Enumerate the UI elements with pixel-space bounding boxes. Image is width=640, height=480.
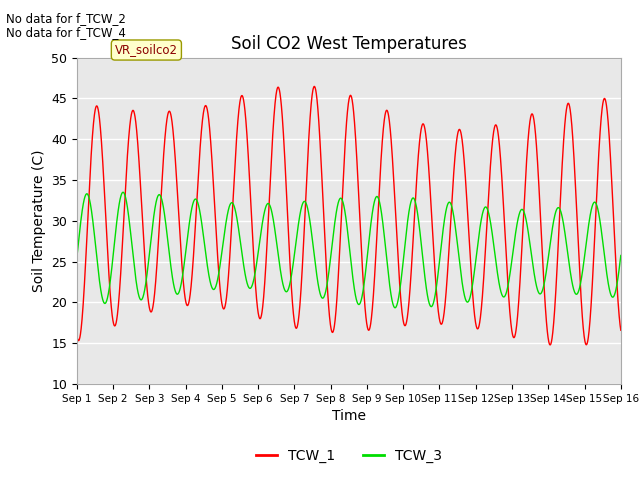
TCW_1	[73, 333, 81, 338]
Text: VR_soilco2: VR_soilco2	[115, 44, 178, 57]
TCW_1	[305, 132, 313, 138]
TCW_3	[617, 252, 625, 258]
X-axis label: Time: Time	[332, 409, 366, 423]
TCW_3	[282, 288, 289, 294]
Legend: TCW_1, TCW_3: TCW_1, TCW_3	[250, 443, 447, 468]
TCW_3	[548, 229, 556, 235]
TCW_1	[282, 168, 289, 173]
TCW_1	[135, 156, 143, 162]
Text: No data for f_TCW_2: No data for f_TCW_2	[6, 12, 126, 25]
Line: TCW_1: TCW_1	[77, 86, 621, 345]
TCW_3	[391, 305, 399, 311]
TCW_3	[119, 190, 127, 195]
Y-axis label: Soil Temperature (C): Soil Temperature (C)	[31, 150, 45, 292]
TCW_3	[135, 294, 143, 300]
TCW_1	[167, 113, 175, 119]
TCW_1	[607, 155, 614, 160]
TCW_1	[310, 84, 318, 89]
Text: No data for f_TCW_4: No data for f_TCW_4	[6, 26, 126, 39]
TCW_3	[73, 255, 81, 261]
Line: TCW_3: TCW_3	[77, 192, 621, 308]
TCW_3	[168, 267, 175, 273]
TCW_3	[305, 214, 313, 219]
TCW_3	[607, 291, 614, 297]
TCW_1	[548, 336, 556, 342]
Title: Soil CO2 West Temperatures: Soil CO2 West Temperatures	[231, 35, 467, 53]
TCW_1	[546, 342, 554, 348]
TCW_1	[617, 327, 625, 333]
